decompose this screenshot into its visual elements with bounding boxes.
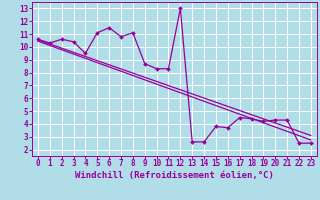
X-axis label: Windchill (Refroidissement éolien,°C): Windchill (Refroidissement éolien,°C) [75,171,274,180]
